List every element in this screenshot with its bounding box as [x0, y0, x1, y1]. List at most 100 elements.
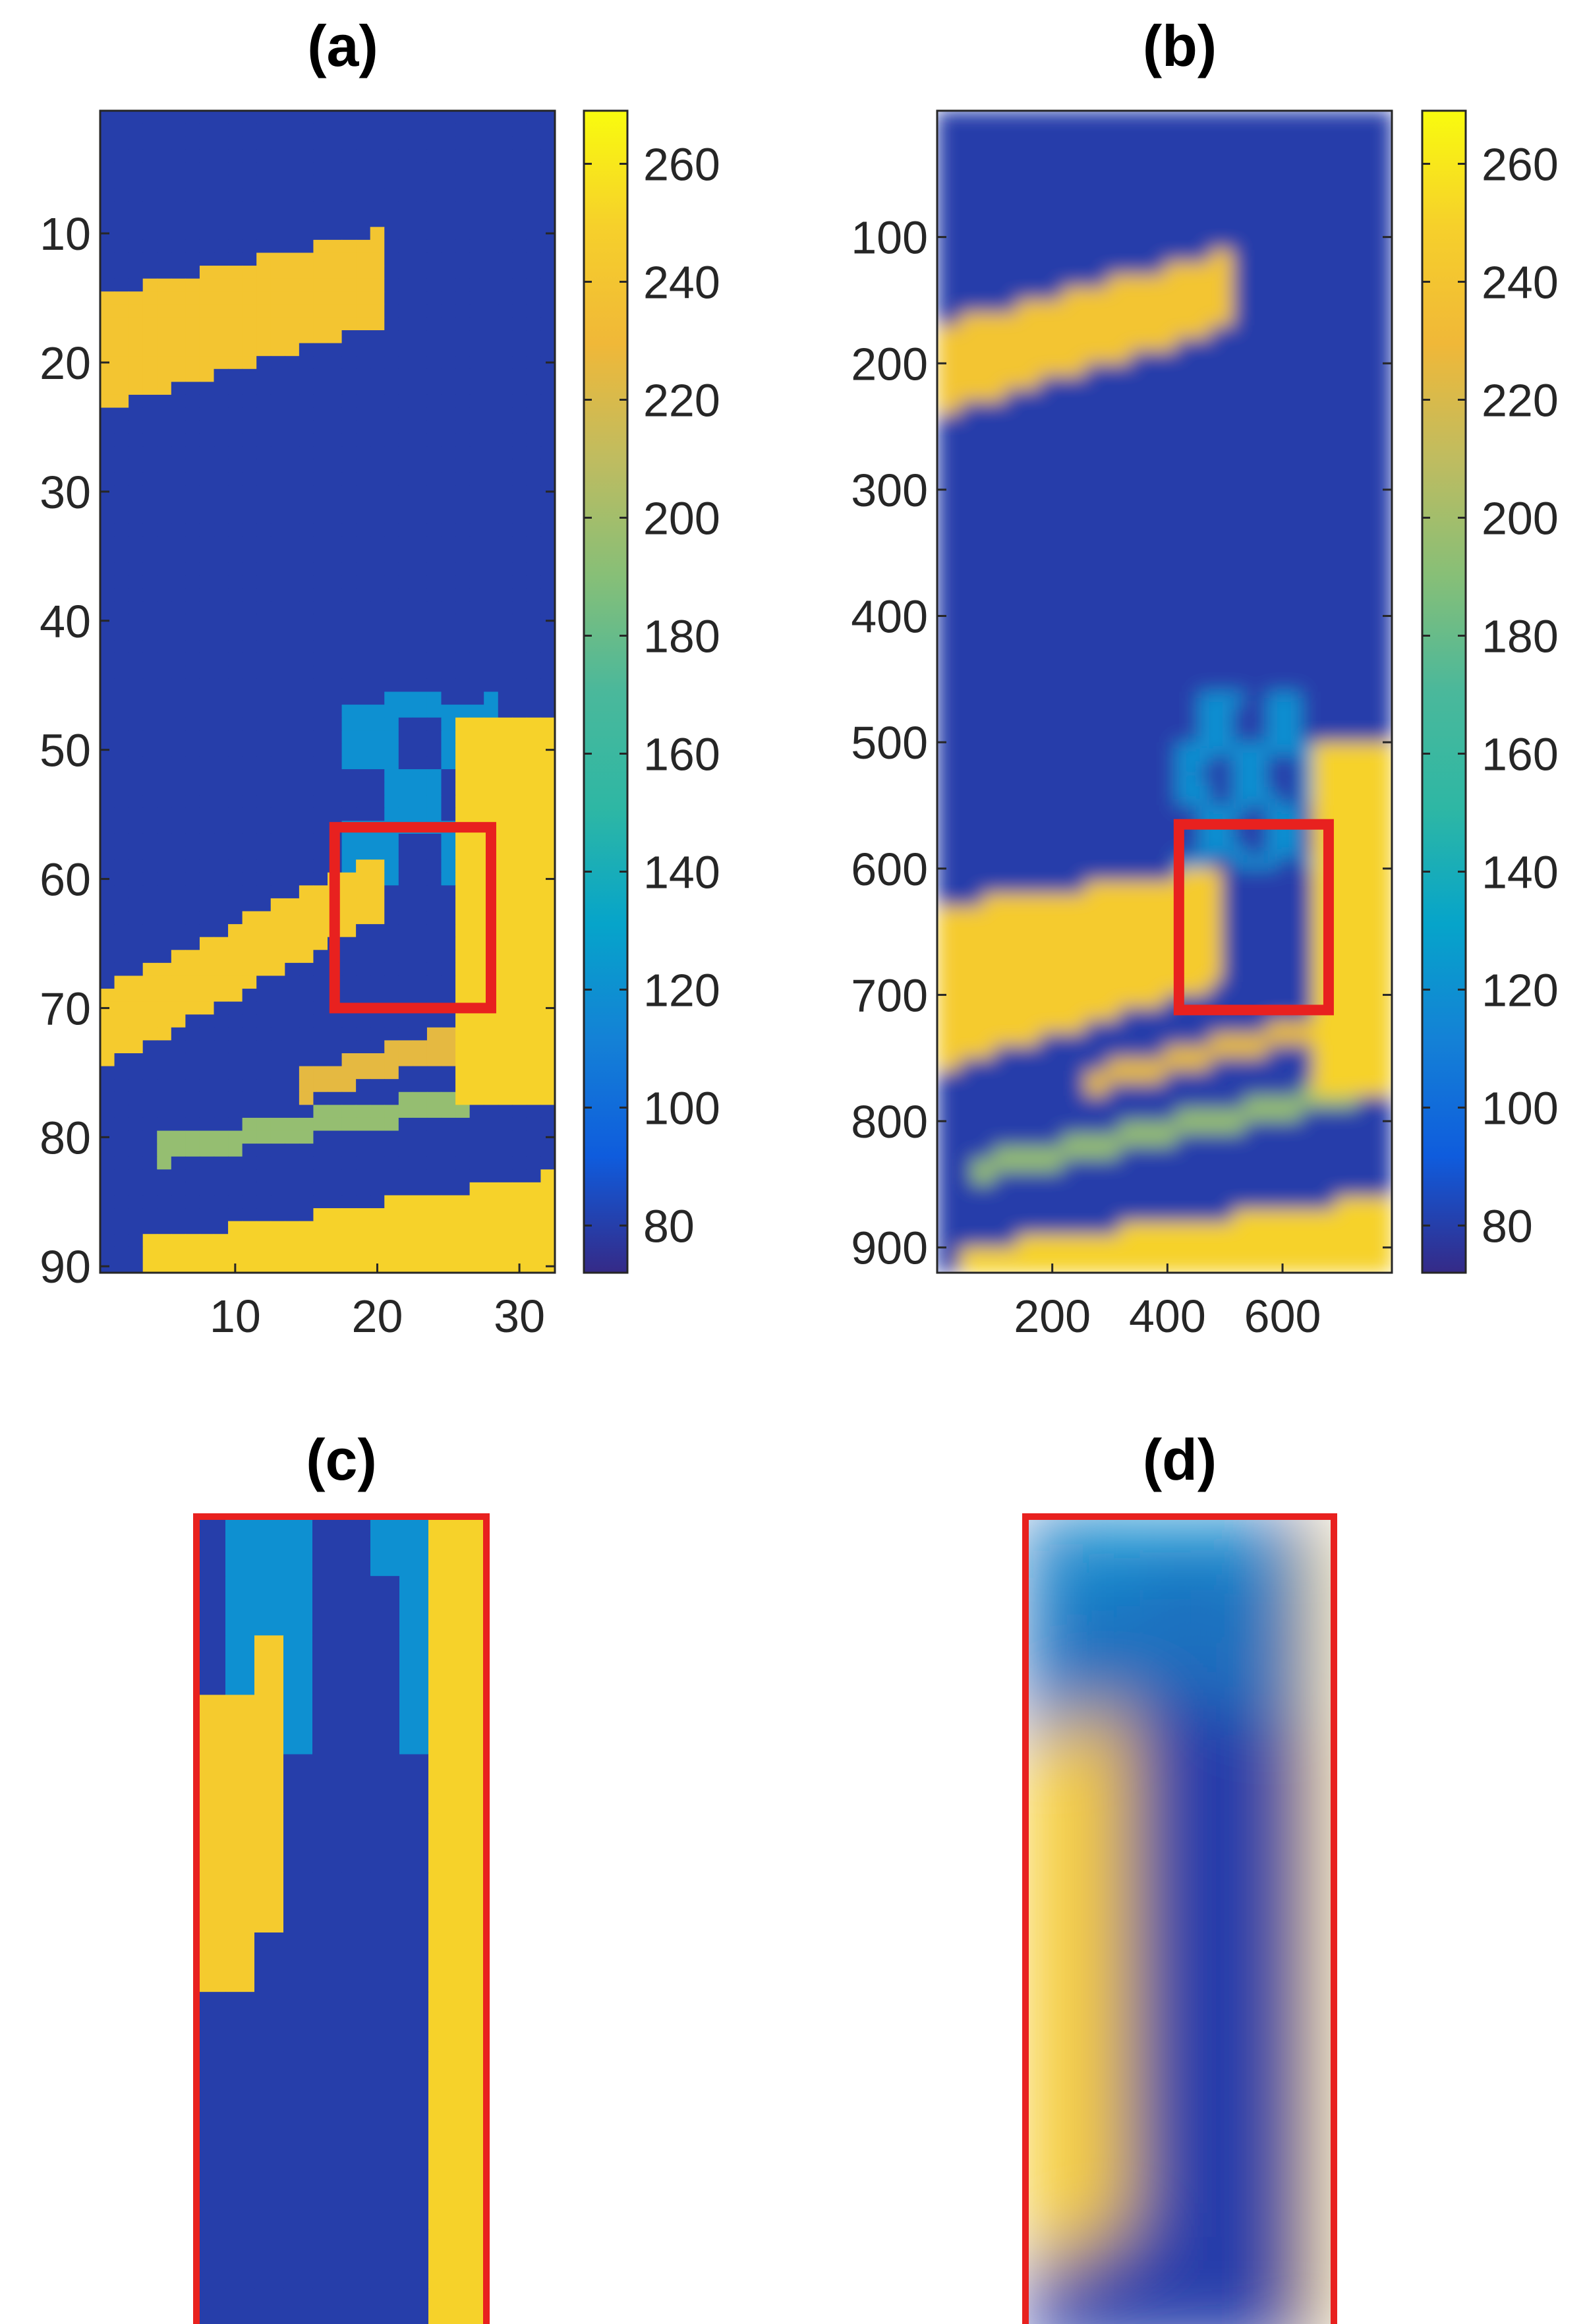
heatmap-cell: [214, 330, 229, 344]
heatmap-cell: [157, 214, 172, 227]
heatmap-cell: [142, 846, 158, 860]
heatmap-cell: [540, 446, 555, 460]
heatmap-cell: [341, 162, 357, 176]
heatmap-cell: [1107, 111, 1120, 124]
heatmap-cell: [100, 537, 115, 550]
heatmap-cell: [328, 433, 343, 447]
heatmap-cell: [370, 705, 385, 718]
heatmap-cell: [1358, 578, 1370, 591]
heatmap-cell: [526, 175, 542, 189]
heatmap-cell: [413, 885, 428, 899]
heatmap-cell: [1005, 628, 1018, 642]
heatmap-cell: [484, 407, 499, 421]
heatmap-cell: [370, 550, 385, 564]
heatmap-cell: [328, 1117, 343, 1132]
heatmap-cell: [356, 614, 371, 628]
heatmap-cell: [1176, 173, 1188, 187]
heatmap-cell: [1346, 477, 1358, 490]
heatmap-cell: [1346, 552, 1358, 566]
heatmap-cell: [1119, 679, 1131, 693]
heatmap-cell: [1005, 275, 1018, 288]
heatmap-cell: [948, 716, 961, 730]
heatmap-cell: [426, 872, 442, 886]
heatmap-cell: [384, 188, 399, 202]
heatmap-cell: [1289, 413, 1302, 427]
heatmap-cell: [983, 691, 994, 705]
heatmap-cell: [242, 614, 257, 628]
heatmap-cell: [1062, 704, 1074, 718]
heatmap-cell: [540, 1117, 555, 1132]
heatmap-cell: [299, 950, 314, 964]
heatmap-cell: [1335, 376, 1347, 390]
heatmap-cell: [937, 502, 949, 515]
heatmap-cell: [1130, 388, 1143, 402]
heatmap-cell: [356, 575, 371, 589]
heatmap-cell: [540, 291, 555, 305]
heatmap-cell: [370, 523, 385, 538]
heatmap-cell: [1323, 363, 1336, 377]
heatmap-cell: [512, 1091, 527, 1105]
heatmap-cell: [1312, 161, 1325, 175]
heatmap-cell: [1141, 287, 1154, 301]
heatmap-cell: [270, 1130, 285, 1144]
heatmap-cell: [948, 312, 961, 326]
heatmap-cell: [214, 627, 229, 641]
heatmap-cell: [242, 769, 257, 783]
heatmap-cell: [1074, 136, 1085, 150]
heatmap-cell: [1267, 249, 1279, 263]
heatmap-cell: [214, 485, 229, 499]
heatmap-cell: [413, 382, 428, 395]
heatmap-cell: [1153, 464, 1165, 478]
heatmap-cell: [370, 833, 385, 848]
heatmap-cell: [328, 1156, 343, 1170]
heatmap-cell: [512, 394, 527, 409]
heatmap-cell: [356, 123, 371, 137]
heatmap-cell: [1165, 199, 1176, 212]
heatmap-cell: [1005, 173, 1018, 187]
heatmap-cell: [1267, 552, 1279, 566]
heatmap-cell: [384, 201, 399, 215]
heatmap-cell: [114, 588, 129, 602]
heatmap-cell: [256, 678, 272, 693]
heatmap-cell: [313, 898, 328, 912]
heatmap-cell: [185, 498, 200, 511]
heatmap-cell: [1267, 742, 1279, 755]
heatmap-cell: [356, 485, 371, 499]
heatmap-cell: [384, 252, 399, 266]
heatmap-cell: [526, 330, 542, 344]
heatmap-cell: [1062, 376, 1074, 390]
heatmap-cell: [1301, 527, 1313, 541]
heatmap-cell: [185, 1091, 200, 1105]
heatmap-cell: [937, 237, 949, 250]
heatmap-cell: [526, 162, 542, 176]
heatmap-cell: [1369, 552, 1381, 566]
heatmap-cell: [1323, 388, 1336, 402]
heatmap-cell: [1312, 628, 1325, 642]
heatmap-cell: [526, 485, 542, 499]
heatmap-cell: [1221, 552, 1234, 566]
heatmap-cell: [1062, 249, 1074, 263]
heatmap-cell: [313, 911, 328, 925]
heatmap-cell: [285, 537, 300, 550]
heatmap-cell: [270, 498, 285, 511]
heatmap-cell: [142, 756, 158, 770]
heatmap-cell: [426, 317, 442, 331]
heatmap-cell: [199, 846, 215, 860]
heatmap-cell: [384, 924, 399, 938]
heatmap-cell: [1107, 439, 1120, 453]
heatmap-cell: [1335, 489, 1347, 503]
heatmap-cell: [1267, 337, 1279, 351]
heatmap-cell: [270, 485, 285, 499]
heatmap-cell: [100, 368, 115, 382]
heatmap-cell: [1074, 111, 1085, 124]
heatmap-cell: [1085, 591, 1097, 604]
heatmap-cell: [185, 898, 200, 912]
heatmap-cell: [469, 872, 484, 886]
heatmap-cell: [341, 317, 357, 331]
heatmap-cell: [1267, 199, 1279, 212]
heatmap-cell: [1255, 148, 1267, 162]
heatmap-cell: [1198, 224, 1211, 238]
heatmap-cell: [1323, 654, 1336, 667]
heatmap-cell: [171, 705, 186, 718]
heatmap-cell: [1130, 312, 1143, 326]
